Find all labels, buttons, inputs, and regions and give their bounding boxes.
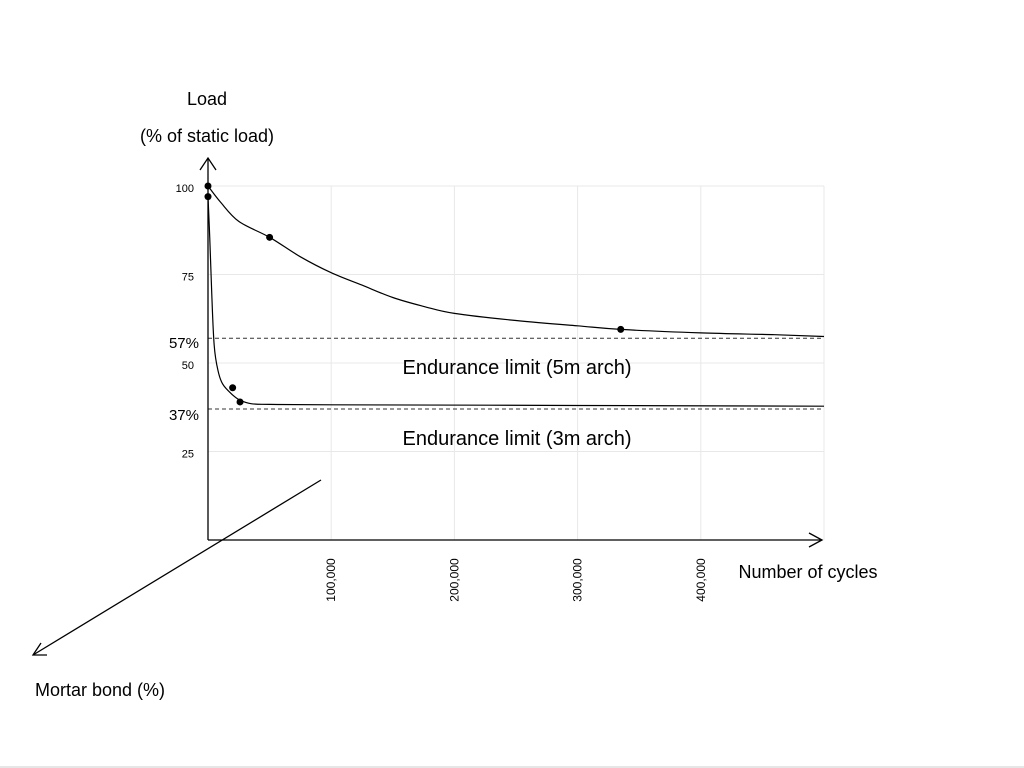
- y-axis-arrowhead: [199, 156, 217, 171]
- y-tick-label-50: 50: [182, 360, 194, 372]
- labels: Load (% of static load) Number of cycles…: [35, 89, 878, 700]
- x-tick-label-4: 400,000: [694, 558, 708, 602]
- x-axis-arrowhead: [808, 532, 824, 548]
- grid: [208, 185, 825, 540]
- x-tick-label-2: 200,000: [447, 558, 461, 602]
- endurance-caption-3m: Endurance limit (3m arch): [403, 428, 632, 450]
- y-tick-label-25: 25: [182, 449, 194, 461]
- reference-lines: [208, 337, 824, 410]
- x-tick-label-1: 100,000: [324, 558, 338, 602]
- y-tick-label-75: 75: [182, 272, 194, 284]
- bottom-rule: [0, 766, 1024, 768]
- x-tick-label-3: 300,000: [571, 558, 585, 602]
- z-axis-label: Mortar bond (%): [35, 680, 165, 700]
- y-axis-label-line2: (% of static load): [140, 126, 274, 146]
- axes: [31, 156, 824, 656]
- z-axis-line: [32, 479, 322, 656]
- ref-label-37: 37%: [169, 407, 199, 424]
- series-1-curve: [207, 185, 825, 338]
- y-tick-label-100: 100: [176, 183, 194, 195]
- z-axis-arrowhead: [31, 642, 47, 656]
- series-1-point-3: [617, 325, 625, 333]
- series-2-point-3: [236, 398, 244, 406]
- x-axis-label: Number of cycles: [738, 562, 877, 582]
- ref-label-57: 57%: [169, 335, 199, 352]
- series-2-point-2: [229, 384, 237, 392]
- y-axis-label-line1: Load: [187, 89, 227, 109]
- series-1-point-2: [266, 233, 274, 241]
- endurance-caption-5m: Endurance limit (5m arch): [403, 357, 632, 379]
